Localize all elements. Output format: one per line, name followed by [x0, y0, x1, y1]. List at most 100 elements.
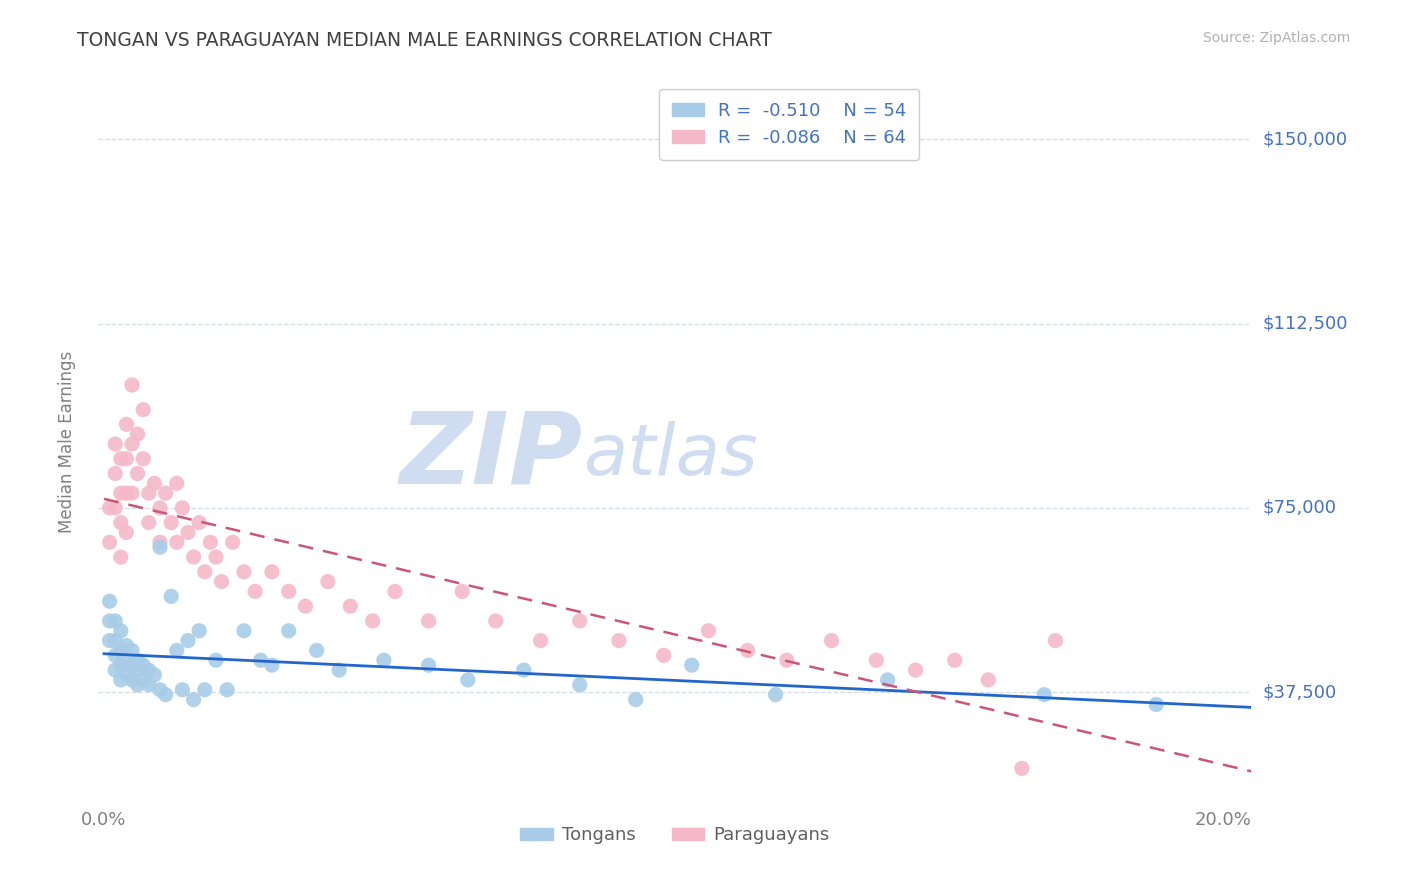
Point [121, 673, 143, 687]
Point [820, 633, 842, 648]
Text: $37,500: $37,500 [1263, 683, 1337, 701]
Point [104, 437, 127, 451]
Point [316, 574, 339, 589]
Point [132, 673, 155, 687]
Point [155, 688, 177, 702]
Point [277, 624, 299, 638]
Point [1011, 761, 1033, 775]
Point [127, 653, 149, 667]
Point [115, 639, 138, 653]
Point [104, 648, 127, 663]
Point [104, 663, 127, 677]
Point [132, 451, 155, 466]
Legend: Tongans, Paraguayans: Tongans, Paraguayans [513, 819, 837, 852]
Point [277, 584, 299, 599]
Point [160, 590, 183, 604]
Point [222, 535, 245, 549]
Point [98, 633, 121, 648]
Point [339, 599, 361, 614]
Point [451, 584, 474, 599]
Point [98, 594, 121, 608]
Point [172, 500, 194, 515]
Point [200, 535, 222, 549]
Point [943, 653, 966, 667]
Point [194, 565, 217, 579]
Text: ZIP: ZIP [399, 408, 582, 505]
Point [177, 633, 200, 648]
Point [143, 476, 166, 491]
Point [110, 451, 132, 466]
Text: Source: ZipAtlas.com: Source: ZipAtlas.com [1202, 31, 1350, 45]
Point [183, 549, 205, 564]
Point [121, 643, 143, 657]
Point [737, 643, 759, 657]
Point [328, 663, 350, 677]
Point [305, 643, 328, 657]
Point [132, 658, 155, 673]
Point [681, 658, 703, 673]
Point [188, 624, 211, 638]
Point [110, 486, 132, 500]
Point [127, 467, 149, 481]
Point [149, 500, 172, 515]
Point [529, 633, 551, 648]
Point [194, 682, 217, 697]
Point [149, 540, 172, 554]
Point [127, 663, 149, 677]
Point [104, 614, 127, 628]
Point [624, 692, 647, 706]
Point [485, 614, 508, 628]
Point [776, 653, 799, 667]
Point [260, 565, 283, 579]
Point [149, 535, 172, 549]
Point [177, 525, 200, 540]
Point [652, 648, 675, 663]
Text: atlas: atlas [582, 422, 758, 491]
Point [260, 658, 283, 673]
Point [294, 599, 316, 614]
Point [121, 437, 143, 451]
Point [1045, 633, 1067, 648]
Point [115, 417, 138, 432]
Point [115, 668, 138, 682]
Text: $150,000: $150,000 [1263, 130, 1347, 148]
Point [217, 682, 239, 697]
Point [104, 467, 127, 481]
Point [904, 663, 927, 677]
Point [121, 486, 143, 500]
Point [138, 663, 160, 677]
Point [232, 624, 254, 638]
Point [143, 668, 166, 682]
Point [138, 486, 160, 500]
Point [205, 549, 228, 564]
Point [865, 653, 887, 667]
Point [172, 682, 194, 697]
Point [418, 614, 440, 628]
Point [188, 516, 211, 530]
Point [160, 516, 183, 530]
Point [568, 614, 591, 628]
Point [127, 427, 149, 442]
Point [232, 565, 254, 579]
Point [110, 516, 132, 530]
Point [384, 584, 406, 599]
Text: TONGAN VS PARAGUAYAN MEDIAN MALE EARNINGS CORRELATION CHART: TONGAN VS PARAGUAYAN MEDIAN MALE EARNING… [77, 31, 772, 50]
Text: $75,000: $75,000 [1263, 499, 1337, 516]
Point [110, 549, 132, 564]
Point [211, 574, 233, 589]
Point [115, 653, 138, 667]
Point [110, 643, 132, 657]
Point [166, 476, 188, 491]
Point [418, 658, 440, 673]
Point [876, 673, 898, 687]
Point [138, 516, 160, 530]
Point [110, 658, 132, 673]
Point [132, 402, 155, 417]
Text: $112,500: $112,500 [1263, 315, 1348, 333]
Point [243, 584, 266, 599]
Point [977, 673, 1000, 687]
Point [138, 678, 160, 692]
Point [1033, 688, 1056, 702]
Point [104, 633, 127, 648]
Point [98, 535, 121, 549]
